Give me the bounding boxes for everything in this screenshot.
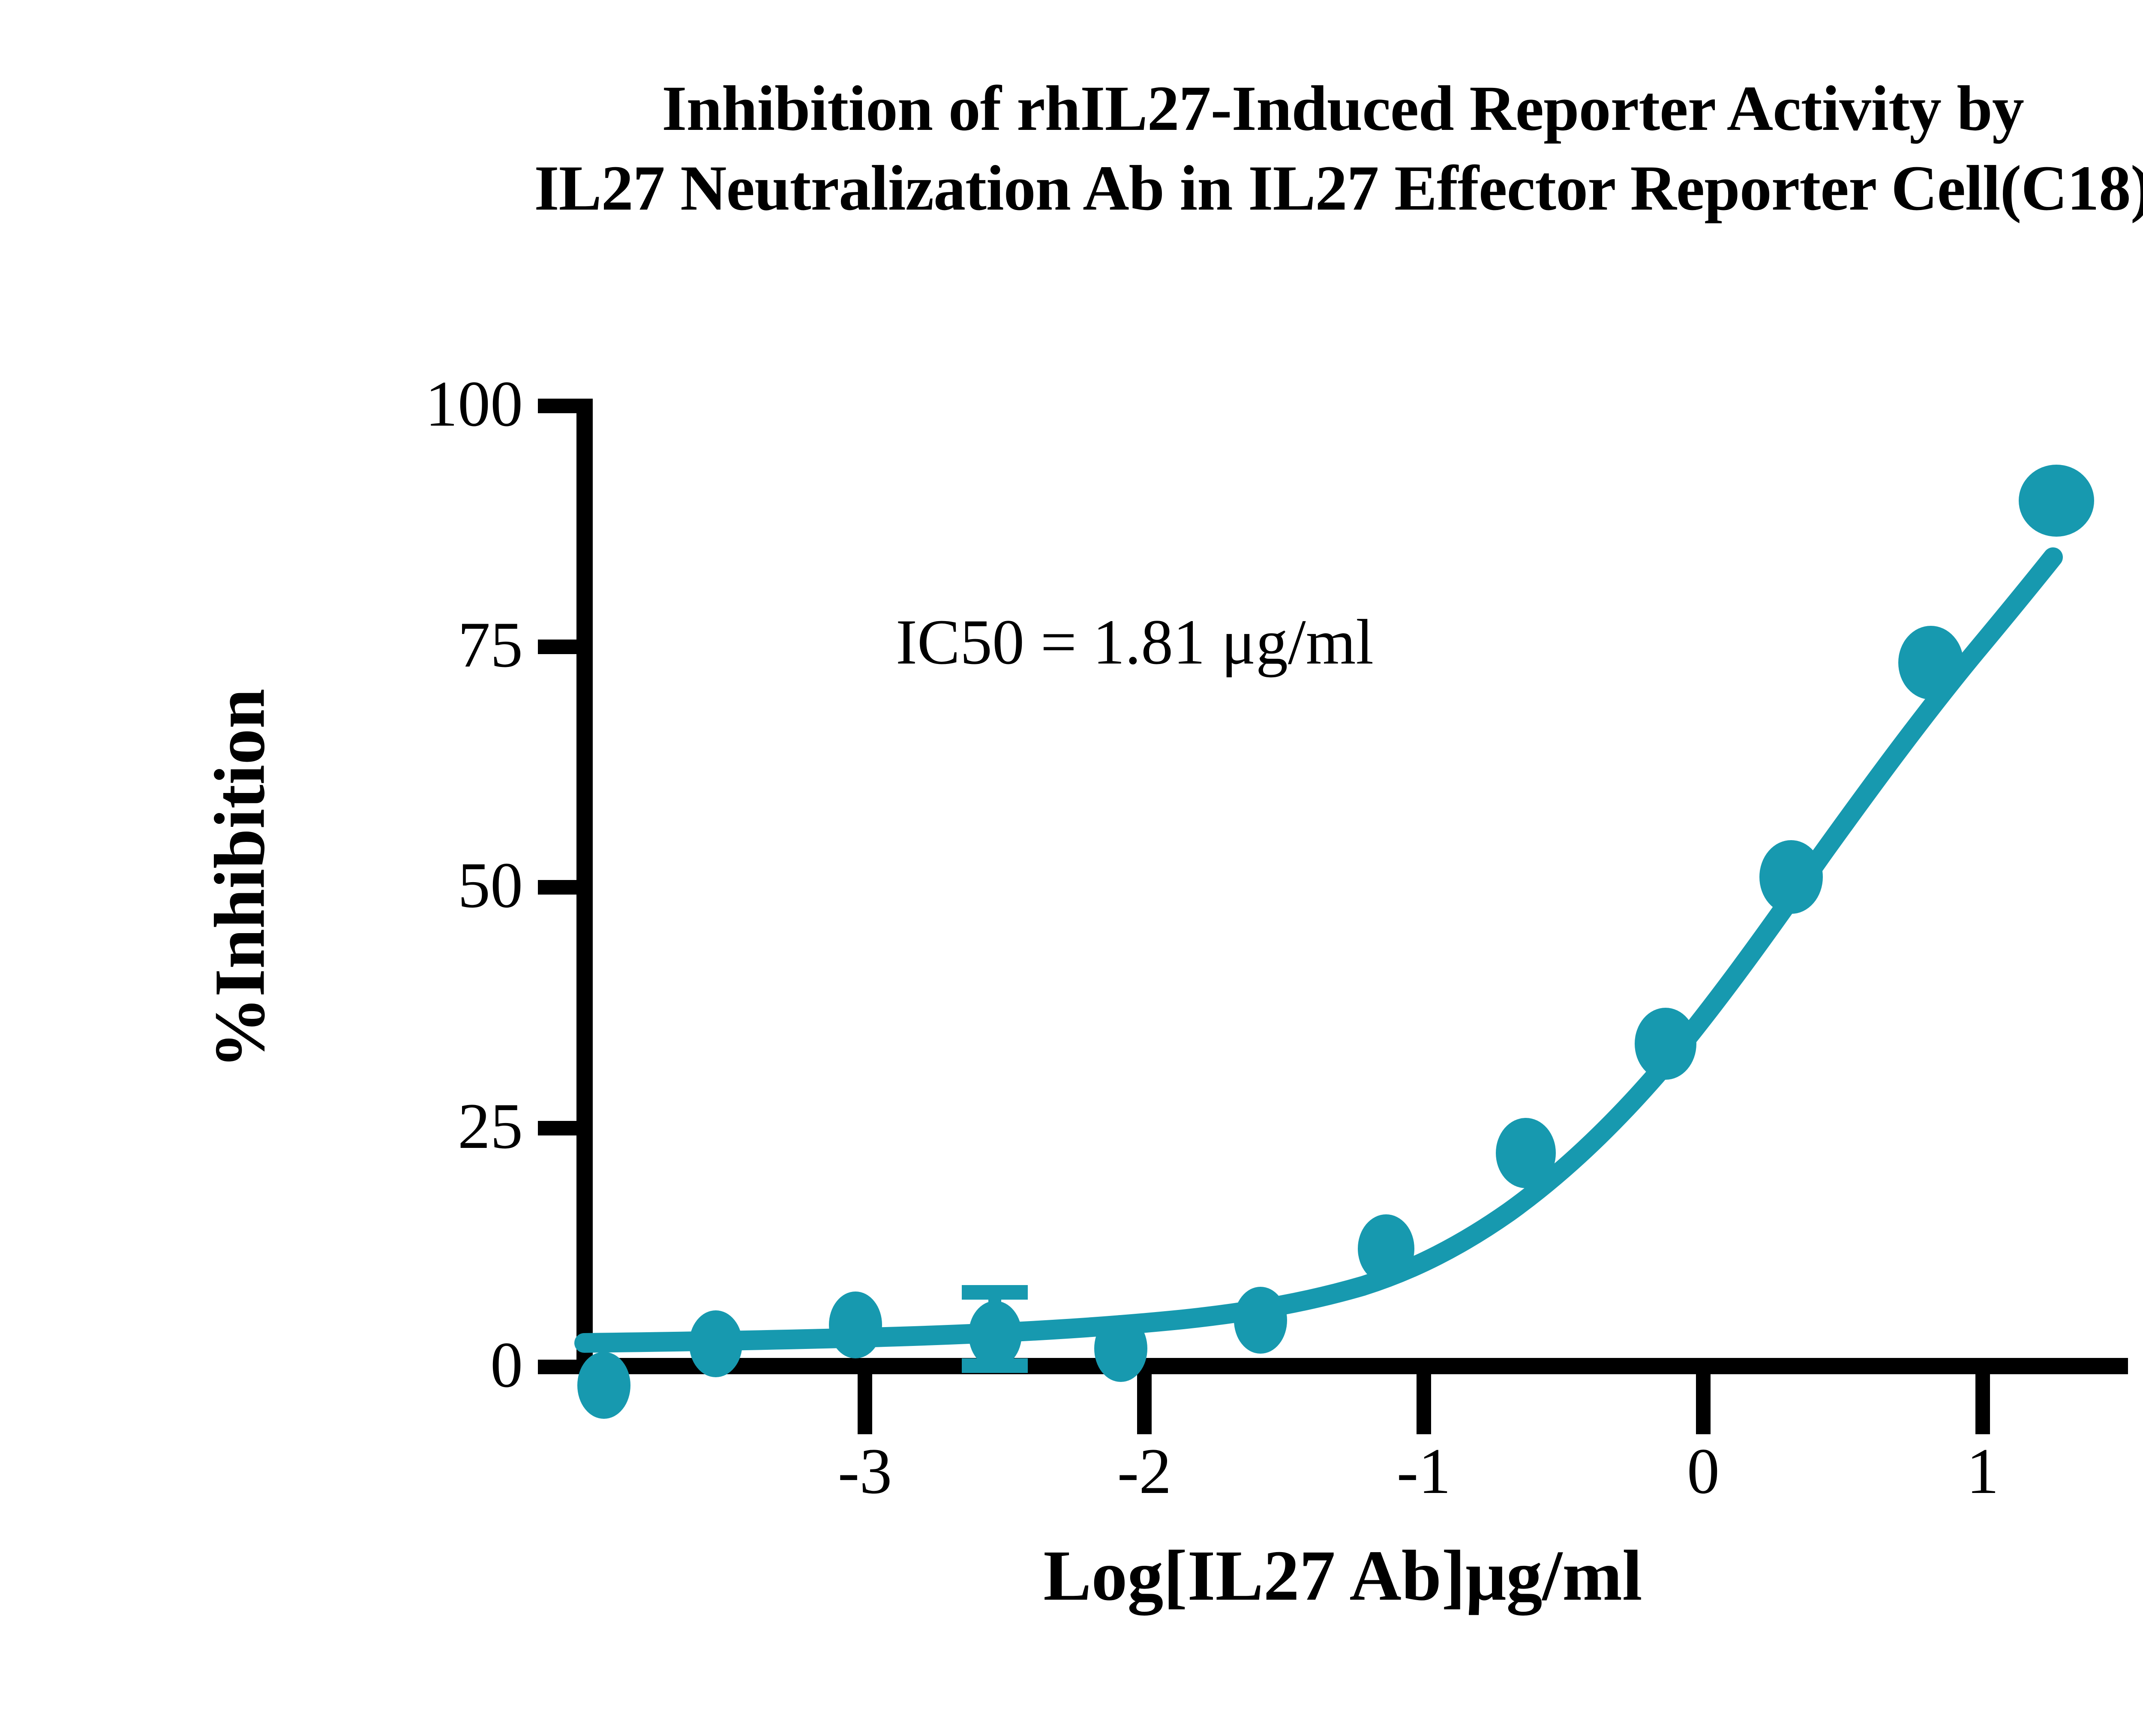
data-point	[829, 1291, 882, 1358]
x-tick-label-neg1: -1	[1396, 1435, 1451, 1507]
x-tick-label-0: 0	[1687, 1435, 1720, 1507]
x-tick-label-neg3: -3	[837, 1435, 892, 1507]
y-axis-line	[576, 399, 593, 1374]
data-point	[2019, 465, 2094, 537]
data-point	[689, 1310, 742, 1377]
y-tick-100	[538, 399, 577, 413]
y-tick-label-75: 75	[458, 609, 523, 681]
x-tick-neg2	[1137, 1374, 1152, 1434]
data-point	[1094, 1315, 1147, 1382]
x-tick-1	[1975, 1374, 1990, 1434]
x-tick-0	[1696, 1374, 1711, 1434]
x-tick-label-neg2: -2	[1117, 1435, 1172, 1507]
y-tick-0	[538, 1360, 577, 1374]
y-tick-75	[538, 640, 577, 654]
data-point	[1898, 626, 1963, 700]
axis-lines	[576, 399, 2128, 1374]
error-bar-cap-top	[962, 1285, 1028, 1300]
fit-curve	[574, 547, 2063, 1353]
y-tick-label-0: 0	[490, 1329, 523, 1401]
y-axis-title: %Inhibition	[200, 688, 280, 1069]
data-point	[969, 1301, 1022, 1368]
data-point	[1635, 1008, 1696, 1080]
data-point	[1358, 1214, 1414, 1283]
y-tick-label-50: 50	[458, 849, 523, 921]
chart-title-line-1: Inhibition of rhIL27-Induced Reporter Ac…	[662, 73, 2024, 144]
y-tick-label-25: 25	[458, 1090, 523, 1162]
x-axis-line	[576, 1358, 2128, 1374]
data-point	[1234, 1287, 1287, 1354]
data-points	[577, 465, 2094, 1419]
y-tick-50	[538, 880, 577, 895]
chart-title: Inhibition of rhIL27-Induced Reporter Ac…	[0, 69, 2143, 228]
data-point	[577, 1352, 630, 1419]
data-point	[1759, 840, 1823, 914]
data-point	[1496, 1118, 1556, 1188]
x-axis-ticks	[858, 1374, 1990, 1434]
chart-title-line-2: IL27 Neutralization Ab in IL27 Effector …	[534, 153, 2143, 224]
x-tick-neg3	[858, 1374, 872, 1434]
x-tick-label-1: 1	[1966, 1435, 1999, 1507]
y-axis-ticks	[538, 399, 577, 1374]
ic50-annotation: IC50 = 1.81 μg/ml	[896, 607, 1374, 678]
x-axis-title: Log[IL27 Ab]μg/ml	[1043, 1536, 1642, 1616]
x-tick-neg1	[1417, 1374, 1431, 1434]
y-tick-label-100: 100	[425, 368, 523, 440]
y-tick-25	[538, 1121, 577, 1135]
